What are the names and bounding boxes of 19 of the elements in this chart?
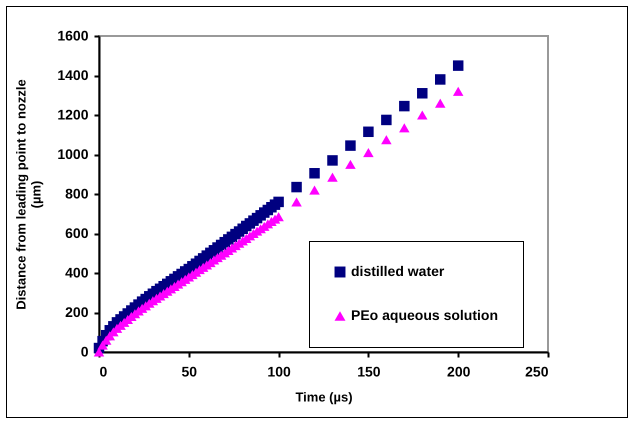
y-tick-label: 1000 bbox=[57, 146, 89, 162]
x-tick-label: 200 bbox=[447, 364, 471, 380]
y-axis-title: Distance from leading point to nozzle (µm) bbox=[13, 79, 44, 310]
x-tick-label: 0 bbox=[100, 364, 108, 380]
y-tick-label: 1200 bbox=[57, 106, 89, 122]
x-axis-title: Time (µs) bbox=[295, 390, 353, 404]
y-tick-label: 600 bbox=[65, 225, 89, 241]
y-tick-label: 800 bbox=[65, 186, 89, 202]
legend-label: PEo aqueous solution bbox=[351, 307, 498, 323]
x-tick-label: 50 bbox=[182, 364, 198, 380]
x-tick-label: 250 bbox=[525, 364, 549, 380]
y-tick-label: 1600 bbox=[57, 28, 89, 44]
y-tick-label: 200 bbox=[65, 304, 89, 320]
x-tick-label: 150 bbox=[357, 364, 381, 380]
y-tick-label: 400 bbox=[65, 264, 89, 280]
x-tick-label: 100 bbox=[267, 364, 291, 380]
y-tick-label: 0 bbox=[80, 344, 89, 360]
y-tick-label: 1400 bbox=[57, 67, 89, 83]
legend-label: distilled water bbox=[351, 263, 445, 279]
